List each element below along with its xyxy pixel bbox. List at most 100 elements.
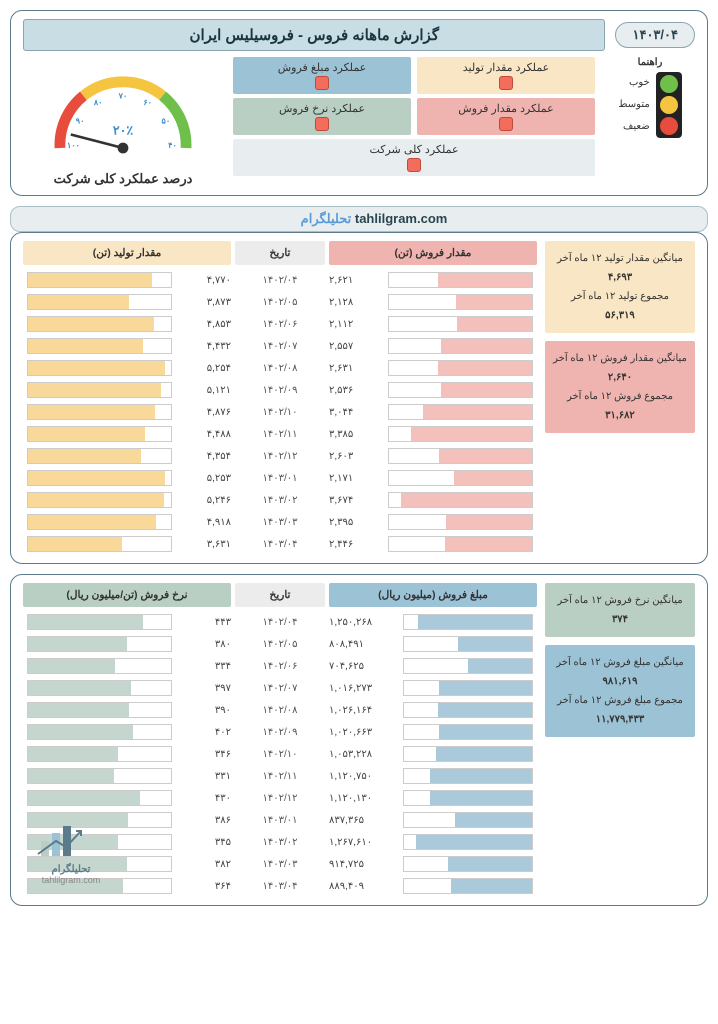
bar-row: ۹۱۴,۷۲۵: [329, 853, 537, 875]
bar-row: ۱,۰۲۶,۱۶۴: [329, 699, 537, 721]
date-cell: ۱۴۰۲/۱۲: [235, 787, 325, 809]
date-cell: ۱۴۰۳/۰۳: [235, 511, 325, 533]
date-cell: ۱۴۰۲/۰۹: [235, 379, 325, 401]
gauge-chart: ۱۰۰ ۹۰ ۸۰ ۷۰ ۶۰ ۵۰ ۴۰ ۲۰٪: [33, 57, 213, 167]
bar-row: ۲,۴۴۶: [329, 533, 537, 555]
bar-row: ۵,۲۵۴: [23, 357, 231, 379]
legend: راهنما خوب متوسط ضعیف: [605, 57, 695, 187]
bar-row: ۴,۹۱۸: [23, 511, 231, 533]
traffic-light-icon: [656, 72, 682, 138]
bar-row: ۳,۰۴۴: [329, 401, 537, 423]
svg-text:۴۰: ۴۰: [168, 141, 177, 150]
perf-sale-amt: عملکرد مبلغ فروش: [233, 57, 411, 94]
bar-row: ۲,۵۳۶: [329, 379, 537, 401]
bar-row: ۲,۱۷۱: [329, 467, 537, 489]
bar-row: ۲,۱۲۸: [329, 291, 537, 313]
bar-row: ۲,۳۹۵: [329, 511, 537, 533]
date-cell: ۱۴۰۲/۱۱: [235, 765, 325, 787]
date-cell: ۱۴۰۲/۰۹: [235, 721, 325, 743]
stat-sale-card: میانگین مقدار فروش ۱۲ ماه آخر ۲,۶۴۰ مجمو…: [545, 341, 695, 433]
date-cell: ۱۴۰۲/۱۲: [235, 445, 325, 467]
date-cell: ۱۴۰۲/۰۴: [235, 269, 325, 291]
bar-row: ۸۸۹,۴۰۹: [329, 875, 537, 897]
stat-amt-card: میانگین مبلغ فروش ۱۲ ماه آخر ۹۸۱,۶۱۹ مجم…: [545, 645, 695, 737]
report-title: گزارش ماهانه فروس - فروسیلیس ایران: [23, 19, 605, 51]
section-qty: میانگین مقدار تولید ۱۲ ماه آخر ۴,۶۹۳ مجم…: [10, 232, 708, 564]
date-cell: ۱۴۰۲/۰۷: [235, 677, 325, 699]
bar-row: ۱,۰۵۳,۲۲۸: [329, 743, 537, 765]
bar-row: ۳۴۶: [23, 743, 231, 765]
svg-text:۲۰٪: ۲۰٪: [113, 124, 134, 138]
perf-overall: عملکرد کلی شرکت: [233, 139, 595, 176]
date-cell: ۱۴۰۳/۰۳: [235, 853, 325, 875]
date-cell: ۱۴۰۲/۰۸: [235, 699, 325, 721]
date-cell: ۱۴۰۲/۱۰: [235, 401, 325, 423]
stat-prod-card: میانگین مقدار تولید ۱۲ ماه آخر ۴,۶۹۳ مجم…: [545, 241, 695, 333]
bar-row: ۴۰۲: [23, 721, 231, 743]
bar-row: ۴,۳۵۴: [23, 445, 231, 467]
gauge: ۱۰۰۹۰۸۰۷۰۶۰۵۰۴۰ ۲۰٪ درصد عملکرد کلی شرکت: [23, 57, 223, 187]
bar-row: ۱,۲۶۷,۶۱۰: [329, 831, 537, 853]
svg-text:۸۰: ۸۰: [93, 98, 103, 107]
report-date: ۱۴۰۳/۰۴: [615, 22, 695, 48]
bar-row: ۴,۴۸۸: [23, 423, 231, 445]
date-col-2: تاریخ ۱۴۰۲/۰۴۱۴۰۲/۰۵۱۴۰۲/۰۶۱۴۰۲/۰۷۱۴۰۲/۰…: [235, 583, 325, 897]
bar-row: ۳۳۴: [23, 655, 231, 677]
bar-row: ۳,۶۷۴: [329, 489, 537, 511]
date-cell: ۱۴۰۲/۰۴: [235, 611, 325, 633]
date-cell: ۱۴۰۲/۰۷: [235, 335, 325, 357]
bar-row: ۱,۱۲۰,۷۵۰: [329, 765, 537, 787]
perf-sale-qty: عملکرد مقدار فروش: [417, 98, 595, 135]
date-cell: ۱۴۰۲/۰۵: [235, 291, 325, 313]
bar-row: ۳,۳۸۵: [329, 423, 537, 445]
bar-row: ۵,۱۲۱: [23, 379, 231, 401]
date-cell: ۱۴۰۳/۰۱: [235, 809, 325, 831]
date-cell: ۱۴۰۳/۰۱: [235, 467, 325, 489]
svg-text:۱۰۰: ۱۰۰: [67, 141, 80, 150]
svg-text:۷۰: ۷۰: [118, 92, 128, 101]
bar-row: ۱,۲۵۰,۲۶۸: [329, 611, 537, 633]
date-col-1: تاریخ ۱۴۰۲/۰۴۱۴۰۲/۰۵۱۴۰۲/۰۶۱۴۰۲/۰۷۱۴۰۲/۰…: [235, 241, 325, 555]
performance-boxes: عملکرد مقدار تولید عملکرد مبلغ فروش عملک…: [233, 57, 595, 187]
perf-prod-qty: عملکرد مقدار تولید: [417, 57, 595, 94]
bar-row: ۸۰۸,۴۹۱: [329, 633, 537, 655]
bar-row: ۵,۲۴۶: [23, 489, 231, 511]
svg-text:۵۰: ۵۰: [162, 116, 171, 125]
bar-row: ۲,۶۳۱: [329, 357, 537, 379]
bar-row: ۴,۸۵۳: [23, 313, 231, 335]
bar-row: ۴,۷۷۰: [23, 269, 231, 291]
bar-row: ۳۹۷: [23, 677, 231, 699]
date-cell: ۱۴۰۲/۰۶: [235, 313, 325, 335]
bar-row: ۱,۰۱۶,۲۷۳: [329, 677, 537, 699]
bar-row: ۴,۴۳۲: [23, 335, 231, 357]
section-amt: میانگین نرخ فروش ۱۲ ماه آخر ۳۷۴ میانگین …: [10, 574, 708, 906]
sale-amt-chart: مبلغ فروش (میلیون ریال) ۱,۲۵۰,۲۶۸ ۸۰۸,۴۹…: [329, 583, 537, 897]
bar-row: ۵,۲۵۳: [23, 467, 231, 489]
site-bar: tahlilgram.com تحلیلگرام: [10, 206, 708, 232]
logo: تحلیلگرام tahlilgram.com: [36, 821, 106, 885]
date-cell: ۱۴۰۲/۱۰: [235, 743, 325, 765]
bar-row: ۳۹۰: [23, 699, 231, 721]
date-cell: ۱۴۰۳/۰۴: [235, 533, 325, 555]
prod-qty-chart: مقدار تولید (تن) ۴,۷۷۰ ۳,۸۷۳ ۴,۸۵۳ ۴,۴۳۲…: [23, 241, 231, 555]
date-cell: ۱۴۰۲/۰۵: [235, 633, 325, 655]
date-cell: ۱۴۰۲/۱۱: [235, 423, 325, 445]
bar-row: ۴۳۰: [23, 787, 231, 809]
perf-sale-rate: عملکرد نرخ فروش: [233, 98, 411, 135]
bar-row: ۲,۱۱۲: [329, 313, 537, 335]
date-cell: ۱۴۰۳/۰۲: [235, 489, 325, 511]
stat-rate-card: میانگین نرخ فروش ۱۲ ماه آخر ۳۷۴: [545, 583, 695, 637]
date-cell: ۱۴۰۲/۰۶: [235, 655, 325, 677]
bar-row: ۸۳۷,۳۶۵: [329, 809, 537, 831]
svg-text:۶۰: ۶۰: [143, 98, 152, 107]
bar-row: ۳۳۱: [23, 765, 231, 787]
svg-text:۹۰: ۹۰: [76, 116, 85, 125]
bar-row: ۳,۸۷۳: [23, 291, 231, 313]
header-panel: ۱۴۰۳/۰۴ گزارش ماهانه فروس - فروسیلیس ایر…: [10, 10, 708, 196]
bar-row: ۳۸۰: [23, 633, 231, 655]
bar-row: ۲,۶۰۳: [329, 445, 537, 467]
bar-row: ۲,۶۲۱: [329, 269, 537, 291]
date-cell: ۱۴۰۲/۰۸: [235, 357, 325, 379]
bar-row: ۴,۸۷۶: [23, 401, 231, 423]
bar-row: ۱,۱۲۰,۱۳۰: [329, 787, 537, 809]
